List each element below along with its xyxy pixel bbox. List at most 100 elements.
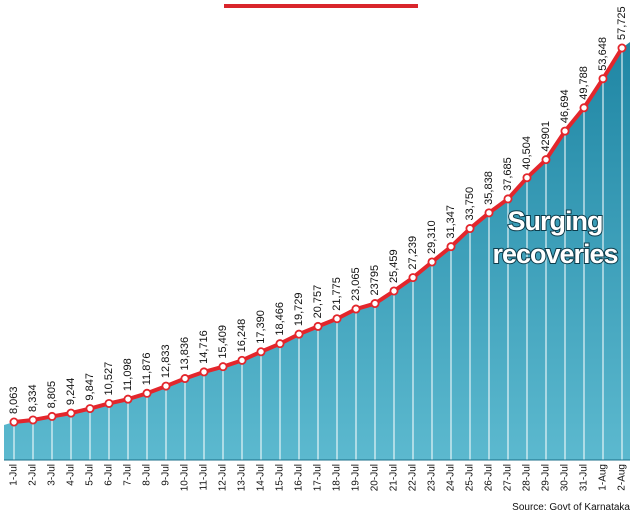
x-tick-label: 2-Aug — [617, 464, 628, 491]
value-label: 25,459 — [388, 249, 400, 283]
marker — [332, 314, 342, 324]
marker — [579, 103, 589, 113]
value-label: 9,244 — [65, 378, 77, 406]
x-tick-label: 1-Aug — [598, 464, 609, 491]
x-tick-label: 10-Jul — [180, 464, 191, 491]
x-tick-label: 23-Jul — [427, 464, 438, 491]
value-label: 23,065 — [350, 267, 362, 301]
value-label: 10,527 — [103, 362, 115, 396]
marker — [104, 398, 114, 408]
marker — [598, 74, 608, 84]
value-label: 8,334 — [27, 384, 39, 412]
marker — [180, 374, 190, 384]
x-tick-label: 5-Jul — [85, 464, 96, 486]
x-tick-label: 30-Jul — [560, 464, 571, 491]
marker — [427, 257, 437, 267]
annotation: Surging — [508, 206, 603, 236]
value-label: 18,466 — [274, 302, 286, 336]
value-label: 12,833 — [160, 344, 172, 378]
marker — [47, 411, 57, 421]
x-tick-label: 29-Jul — [541, 464, 552, 491]
x-tick-label: 25-Jul — [465, 464, 476, 491]
marker — [503, 194, 513, 204]
x-tick-label: 11-Jul — [199, 464, 210, 491]
x-tick-label: 24-Jul — [446, 464, 457, 491]
marker — [28, 415, 38, 425]
marker — [161, 381, 171, 391]
x-tick-label: 17-Jul — [313, 464, 324, 491]
value-label: 21,775 — [331, 277, 343, 311]
x-tick-label: 27-Jul — [503, 464, 514, 491]
value-label: 35,838 — [483, 171, 495, 205]
marker — [66, 408, 76, 418]
x-tick-label: 7-Jul — [123, 464, 134, 486]
source: Source: Govt of Karnataka — [512, 502, 630, 513]
marker — [218, 362, 228, 372]
x-tick-label: 31-Jul — [579, 464, 590, 491]
x-tick-label: 13-Jul — [237, 464, 248, 491]
marker — [9, 417, 19, 427]
value-label: 40,504 — [521, 136, 533, 170]
x-tick-label: 1-Jul — [9, 464, 20, 486]
marker — [389, 286, 399, 296]
value-label: 20,757 — [312, 285, 324, 319]
marker — [370, 299, 380, 309]
value-label: 53,648 — [597, 37, 609, 71]
marker — [142, 388, 152, 398]
marker — [617, 43, 627, 53]
marker — [199, 367, 209, 377]
marker — [351, 304, 361, 314]
marker — [465, 224, 475, 234]
value-label: 31,347 — [445, 205, 457, 239]
value-label: 8,805 — [46, 381, 58, 409]
value-label: 14,716 — [198, 330, 210, 364]
header-rule — [224, 4, 418, 8]
value-label: 49,788 — [578, 66, 590, 100]
value-label: 16,248 — [236, 319, 248, 353]
area — [4, 42, 630, 460]
value-label: 13,836 — [179, 337, 191, 371]
marker — [408, 273, 418, 283]
marker — [256, 347, 266, 357]
x-tick-label: 21-Jul — [389, 464, 400, 491]
value-label: 27,239 — [407, 236, 419, 270]
value-label: 17,390 — [255, 310, 267, 344]
value-label: 37,685 — [502, 157, 514, 191]
annotation: recoveries — [492, 239, 617, 269]
value-label: 8,063 — [8, 386, 20, 414]
value-label: 29,310 — [426, 220, 438, 254]
x-tick-label: 9-Jul — [161, 464, 172, 486]
value-label: 23795 — [369, 265, 381, 296]
x-tick-label: 2-Jul — [28, 464, 39, 486]
x-tick-label: 18-Jul — [332, 464, 343, 491]
marker — [237, 355, 247, 365]
value-label: 15,409 — [217, 325, 229, 359]
value-label: 19,729 — [293, 292, 305, 326]
x-tick-label: 28-Jul — [522, 464, 533, 491]
value-label: 42901 — [540, 121, 552, 152]
x-tick-label: 19-Jul — [351, 464, 362, 491]
marker — [85, 404, 95, 414]
x-tick-label: 6-Jul — [104, 464, 115, 486]
x-tick-label: 20-Jul — [370, 464, 381, 491]
x-tick-label: 22-Jul — [408, 464, 419, 491]
marker — [484, 208, 494, 218]
value-label: 11,098 — [122, 358, 134, 391]
value-label: 33,750 — [464, 187, 476, 221]
value-label: 11,876 — [141, 352, 153, 385]
marker — [313, 321, 323, 331]
x-tick-label: 8-Jul — [142, 464, 153, 486]
marker — [123, 394, 133, 404]
value-label: 9,847 — [84, 373, 96, 401]
marker — [446, 242, 456, 252]
x-tick-label: 16-Jul — [294, 464, 305, 491]
marker — [541, 155, 551, 165]
x-tick-label: 3-Jul — [47, 464, 58, 486]
x-tick-label: 12-Jul — [218, 464, 229, 491]
plot: 8,063 1-Jul 8,334 2-Jul 8,805 3-Jul 9,244 4-Jul… — [4, 6, 630, 491]
x-tick-label: 14-Jul — [256, 464, 267, 491]
marker — [560, 126, 570, 136]
x-tick-label: 4-Jul — [66, 464, 77, 486]
marker — [522, 173, 532, 183]
